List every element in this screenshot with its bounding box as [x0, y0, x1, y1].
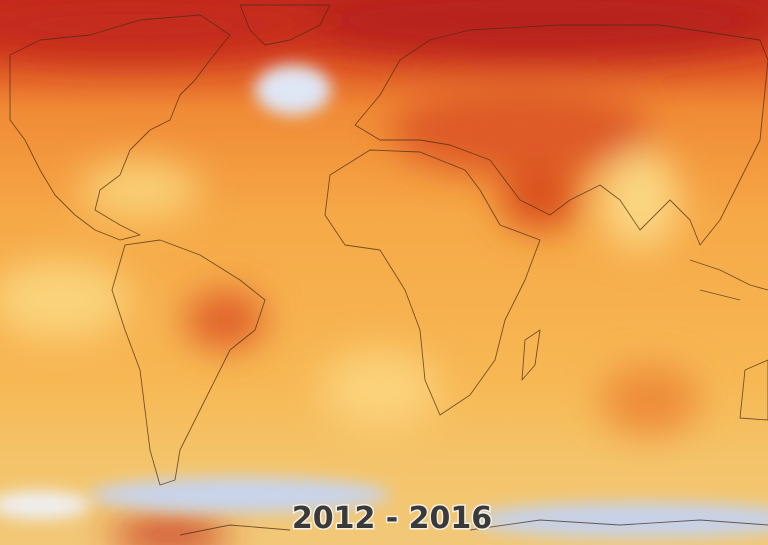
antarctica — [179, 519, 768, 536]
greenland — [239, 4, 331, 46]
south-america — [111, 239, 266, 486]
cold-patch — [90, 477, 390, 513]
coastlines — [9, 4, 768, 536]
madagascar — [521, 329, 541, 381]
warm-patch — [110, 520, 230, 545]
indonesia — [689, 259, 768, 301]
cold-patch — [255, 65, 331, 115]
eurasia — [354, 24, 768, 246]
warm-patch — [390, 85, 650, 175]
cold-patch — [470, 502, 768, 538]
warm-patch — [280, 0, 768, 60]
africa — [324, 149, 541, 416]
cool-patch — [320, 350, 440, 430]
year-range-caption: 2012 - 2016 — [292, 501, 492, 536]
cool-patch — [80, 160, 200, 220]
warm-patch — [600, 365, 700, 435]
warm-patch — [185, 290, 265, 350]
cold-patch — [0, 491, 90, 519]
australia — [739, 359, 768, 421]
cold-patches — [0, 65, 768, 538]
cool-patch — [600, 150, 680, 250]
north-america — [9, 14, 231, 241]
cool-patch — [0, 260, 130, 340]
warm-patch — [0, 0, 330, 60]
warm-patch — [500, 170, 580, 230]
